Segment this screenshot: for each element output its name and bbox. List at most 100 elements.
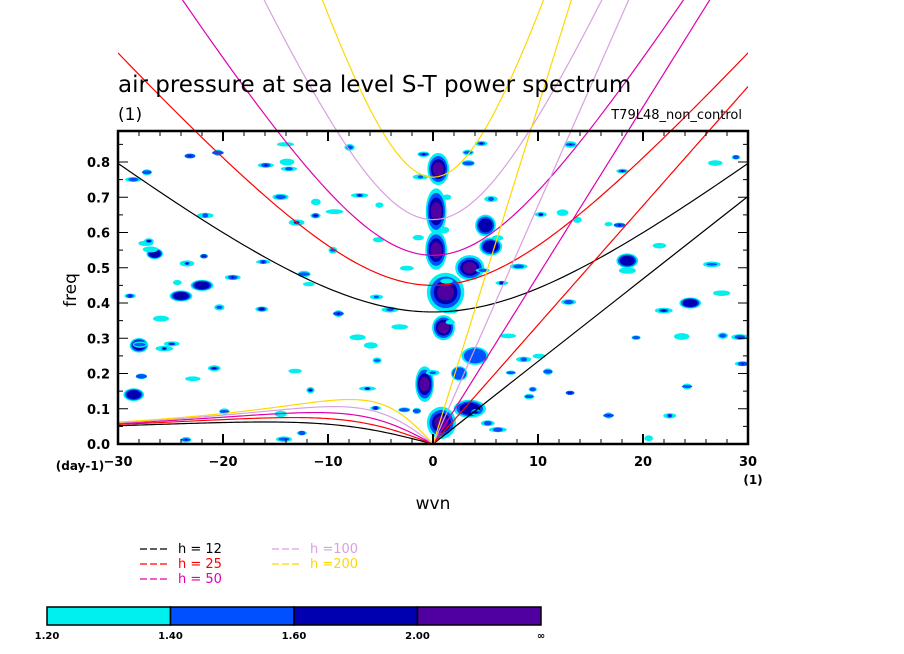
power-contour: [506, 371, 516, 375]
power-contour: [607, 414, 610, 417]
power-contour: [488, 196, 494, 201]
power-contour: [429, 371, 436, 375]
power-contour: [618, 224, 621, 227]
power-contour: [419, 376, 430, 392]
x-tick-label: 10: [529, 455, 547, 470]
power-contour: [732, 155, 740, 160]
power-contour: [524, 395, 534, 399]
power-contour: [128, 295, 132, 297]
power-contour: [264, 164, 268, 167]
power-contour: [134, 342, 146, 347]
power-contour: [142, 246, 159, 253]
power-contour: [673, 333, 690, 340]
rossby-curve: [118, 416, 434, 444]
colorbar-label: 2.00: [405, 631, 430, 642]
power-contour: [412, 234, 424, 241]
power-contour: [422, 153, 426, 156]
power-contour: [538, 213, 544, 216]
power-contour: [478, 268, 487, 273]
power-contour: [194, 281, 210, 290]
power-contour: [532, 353, 546, 359]
power-contour: [231, 276, 235, 279]
subtitle-right: T79L48_non_control: [610, 108, 742, 123]
power-contour: [661, 309, 667, 312]
power-contour: [336, 312, 341, 315]
colorbar-segment: [46, 606, 172, 626]
power-contour: [463, 348, 487, 364]
legend-label: h =200: [310, 557, 358, 572]
power-contour: [135, 374, 147, 379]
colorbar: 1.20 1.40 1.60 2.00 ∞: [35, 606, 545, 642]
rossby-curve: [118, 406, 434, 444]
legend-label: h = 50: [178, 572, 222, 587]
power-contour: [185, 376, 201, 382]
power-contour: [372, 237, 385, 243]
colorbar-label: 1.20: [35, 631, 60, 642]
power-contour: [462, 262, 477, 274]
power-contour: [310, 198, 321, 206]
y-tick-label: 0.5: [87, 262, 110, 277]
legend-item: h =100: [272, 542, 358, 557]
power-contour: [399, 265, 414, 271]
kelvin-curve: [432, 86, 748, 444]
x-axis-label: wvn: [416, 494, 451, 514]
inertia-gravity-curve: [118, 162, 748, 313]
power-contour: [644, 435, 654, 442]
power-contour: [373, 407, 378, 409]
power-contour: [563, 299, 574, 305]
x-tick-label: −30: [104, 455, 133, 470]
legend-item: h = 12: [140, 542, 222, 557]
power-contour: [185, 262, 189, 265]
colorbar-label: ∞: [537, 631, 545, 642]
rossby-curve: [118, 411, 434, 444]
power-contour: [682, 299, 698, 307]
power-contour: [430, 202, 442, 221]
power-contour: [373, 359, 381, 362]
power-contour: [483, 421, 492, 426]
power-contour: [618, 267, 636, 274]
power-contour: [216, 305, 223, 309]
power-contour: [275, 194, 286, 199]
power-contour: [288, 368, 302, 374]
power-contour: [430, 242, 442, 259]
inertia-gravity-curve: [321, 0, 545, 178]
power-contour: [126, 390, 141, 400]
legend-item: h = 25: [140, 557, 222, 572]
x-tick-label: 20: [634, 455, 652, 470]
power-contour: [298, 430, 306, 436]
x-tick-label: 0: [428, 455, 437, 470]
y-units-label: (day-1): [56, 459, 104, 473]
kelvin-curve: [432, 0, 711, 444]
y-tick-label: 0.1: [87, 403, 110, 418]
inertia-gravity-curve: [181, 0, 685, 256]
legend-label: h = 25: [178, 557, 222, 572]
y-tick-label: 0.6: [87, 227, 110, 242]
colorbar-label: 1.40: [158, 631, 183, 642]
power-contour: [261, 260, 265, 263]
power-contour: [391, 324, 408, 330]
power-contour: [349, 334, 366, 341]
power-contour: [483, 240, 499, 253]
power-contour: [302, 282, 315, 287]
power-contour: [285, 167, 293, 171]
x-tick-label: 30: [739, 455, 757, 470]
power-contour: [478, 218, 493, 233]
y-tick-label: 0.8: [87, 156, 110, 171]
power-contour: [173, 291, 189, 300]
power-contour: [365, 387, 370, 390]
power-contour: [399, 408, 410, 412]
x-tick-label: −20: [209, 455, 238, 470]
power-contour: [719, 333, 727, 338]
y-tick-label: 0.2: [87, 368, 110, 383]
power-contour: [202, 213, 209, 218]
power-contour: [529, 387, 536, 392]
y-axis-label: freq: [61, 273, 81, 307]
legend-label: h = 12: [178, 542, 222, 557]
power-contour: [147, 240, 151, 243]
power-contour: [668, 415, 672, 417]
y-tick-label: 0.3: [87, 332, 110, 347]
power-contour: [543, 369, 553, 374]
legend-item: h = 50: [140, 572, 222, 587]
power-contour: [440, 278, 453, 284]
